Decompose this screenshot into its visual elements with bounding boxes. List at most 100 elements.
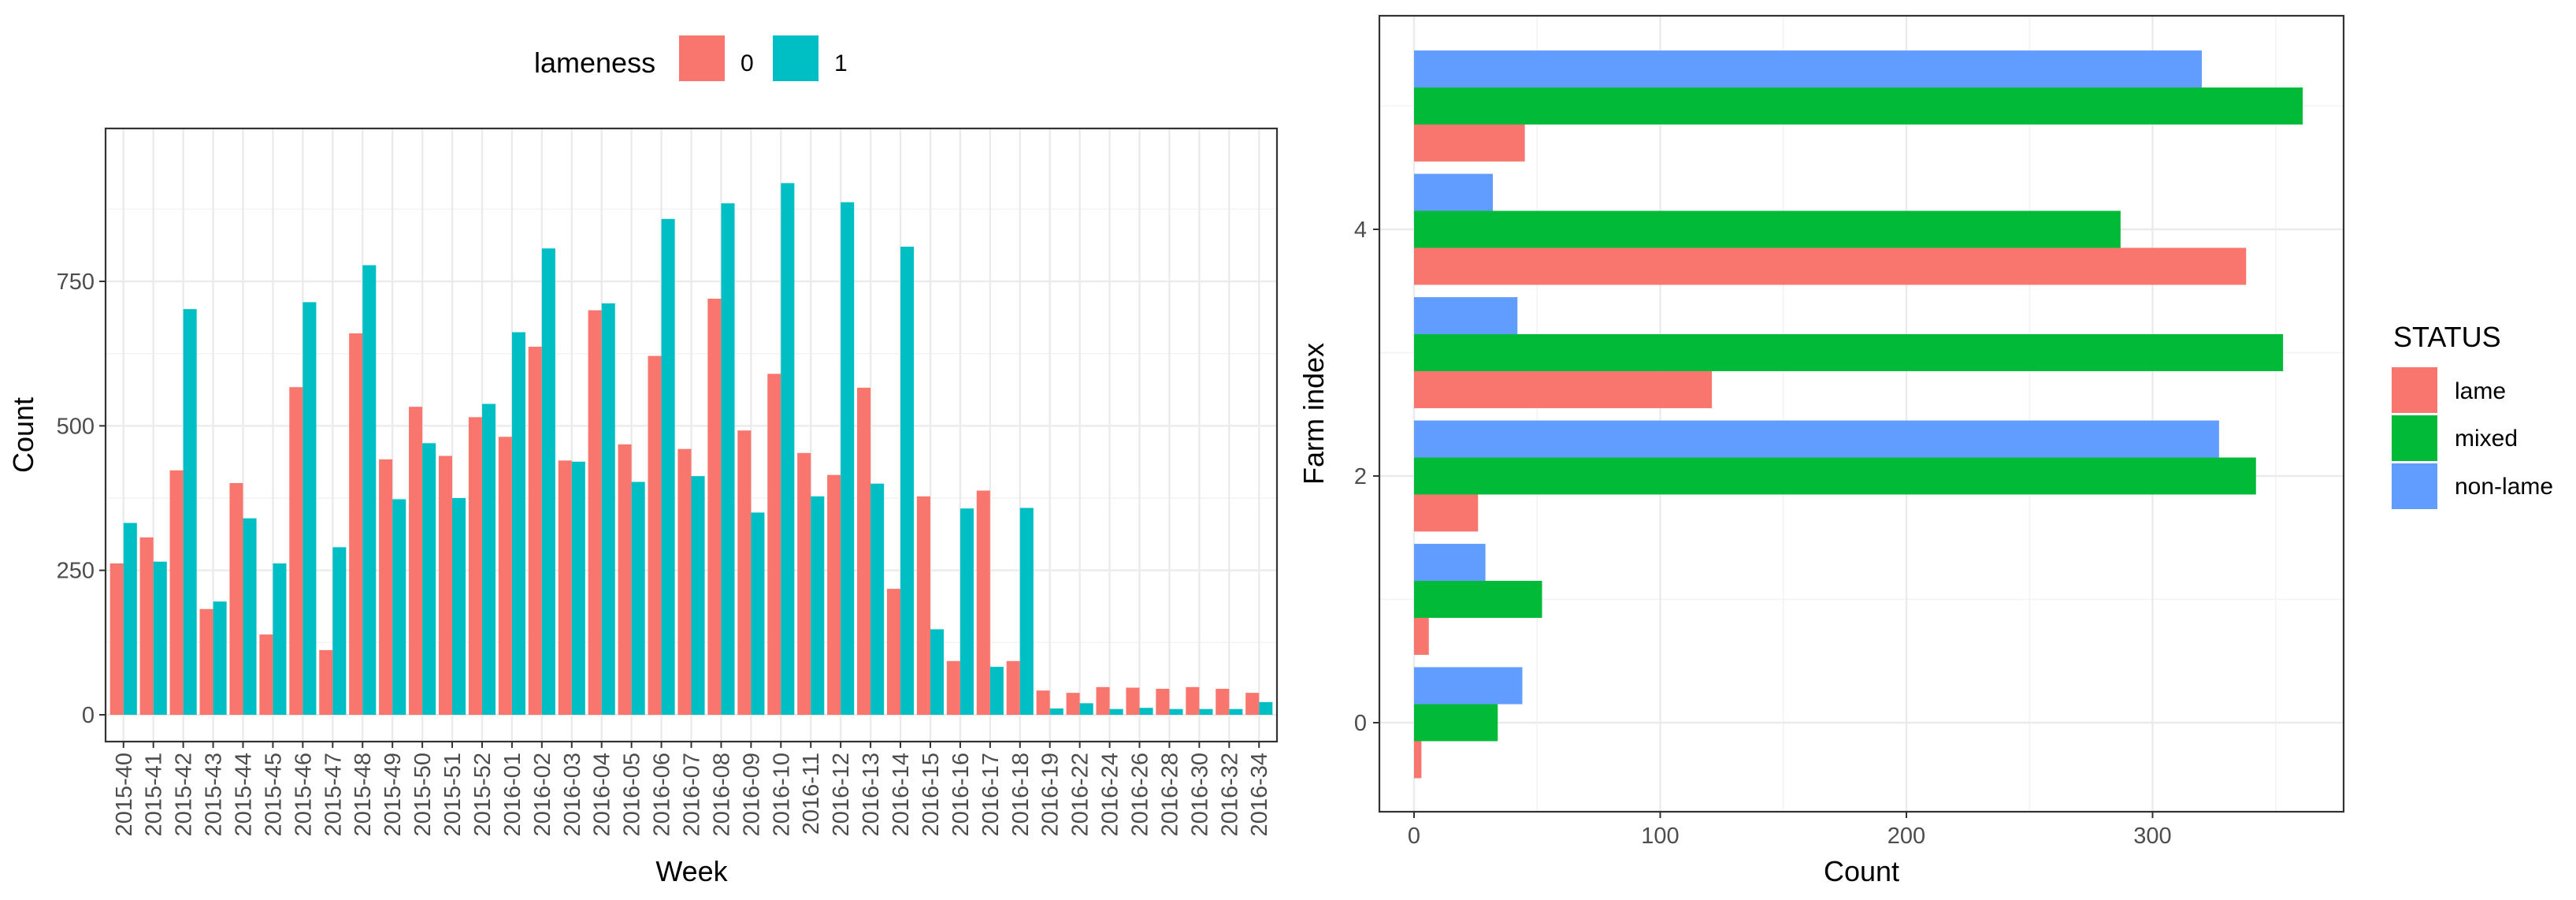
bar-farm-1-non-lame bbox=[1414, 544, 1486, 582]
left-x-tick-label: 2015-46 bbox=[291, 753, 316, 836]
bar-week-2016-06-lameness-0 bbox=[648, 355, 662, 715]
left-x-tick-label: 2015-43 bbox=[202, 753, 227, 836]
left-x-tick-label: 2016-26 bbox=[1128, 753, 1153, 836]
bar-week-2016-26-lameness-1 bbox=[1139, 708, 1153, 715]
bar-week-2016-09-lameness-0 bbox=[737, 430, 752, 715]
left-x-tick-label: 2016-05 bbox=[620, 753, 645, 836]
bar-week-2016-07-lameness-0 bbox=[677, 448, 692, 715]
left-x-tick-label: 2015-40 bbox=[112, 753, 137, 836]
bar-farm-1-lame bbox=[1414, 617, 1429, 655]
left-x-tick-label: 2016-09 bbox=[739, 753, 764, 836]
bar-week-2015-52-lameness-0 bbox=[468, 417, 482, 715]
bar-week-2015-47-lameness-1 bbox=[332, 547, 347, 715]
right-x-tick-label: 0 bbox=[1408, 824, 1420, 849]
bar-week-2015-48-lameness-1 bbox=[362, 265, 377, 715]
farm-status-chart: 0 2 4 0 100 200 300 Farm index Count STATUS l… bbox=[1297, 14, 2553, 887]
bar-week-2015-41-lameness-0 bbox=[139, 537, 154, 715]
left-x-tick-label: 2015-51 bbox=[440, 753, 466, 836]
left-x-tick-label: 2016-18 bbox=[1008, 753, 1034, 836]
bar-week-2015-43-lameness-0 bbox=[199, 608, 213, 715]
bar-farm-3-mixed bbox=[1414, 334, 2284, 371]
bar-week-2016-12-lameness-0 bbox=[827, 474, 841, 715]
left-x-tick-label: 2016-15 bbox=[919, 753, 944, 836]
bar-week-2015-50-lameness-0 bbox=[409, 407, 423, 715]
bar-week-2015-49-lameness-1 bbox=[392, 499, 406, 715]
left-y-tick-label: 250 bbox=[57, 559, 95, 584]
bar-week-2016-22-lameness-1 bbox=[1079, 703, 1093, 715]
right-x-tick-label: 200 bbox=[1887, 824, 1925, 849]
left-x-tick-label: 2016-13 bbox=[859, 753, 884, 836]
left-x-tick-label: 2015-52 bbox=[470, 753, 496, 836]
bar-week-2016-11-lameness-0 bbox=[797, 452, 811, 715]
bar-farm-0-non-lame bbox=[1414, 667, 1523, 705]
bar-week-2016-15-lameness-0 bbox=[916, 496, 930, 715]
bar-farm-2-non-lame bbox=[1414, 420, 2219, 458]
left-x-tick-label: 2016-07 bbox=[680, 753, 705, 836]
bar-week-2015-40-lameness-0 bbox=[109, 563, 124, 715]
bar-week-2016-14-lameness-1 bbox=[900, 247, 915, 716]
bar-week-2015-47-lameness-0 bbox=[319, 649, 333, 715]
bar-farm-2-lame bbox=[1414, 494, 1479, 532]
left-x-tick-label: 2016-03 bbox=[560, 753, 585, 836]
bar-farm-5-lame bbox=[1414, 124, 1525, 162]
left-x-tick-label: 2016-10 bbox=[769, 753, 794, 836]
left-bars bbox=[109, 183, 1273, 716]
bar-week-2016-01-lameness-0 bbox=[498, 437, 512, 715]
bar-week-2015-43-lameness-1 bbox=[213, 601, 227, 715]
status-legend-title: STATUS bbox=[2393, 321, 2501, 353]
bar-week-2016-28-lameness-0 bbox=[1156, 689, 1170, 715]
bar-week-2016-24-lameness-0 bbox=[1096, 686, 1110, 715]
legend-key-lame bbox=[2392, 367, 2437, 413]
right-x-axis-title: Count bbox=[1824, 855, 1899, 887]
bar-farm-3-lame bbox=[1414, 370, 1713, 408]
bar-week-2015-45-lameness-1 bbox=[273, 563, 287, 715]
bar-farm-2-mixed bbox=[1414, 457, 2256, 495]
bar-week-2016-03-lameness-1 bbox=[571, 461, 585, 715]
bar-week-2016-13-lameness-0 bbox=[857, 387, 871, 715]
bar-week-2016-16-lameness-0 bbox=[946, 660, 960, 715]
legend-label-0: 0 bbox=[741, 50, 754, 76]
right-x-ticks: 0 100 200 300 bbox=[1408, 812, 2172, 849]
bar-week-2016-08-lameness-1 bbox=[721, 203, 735, 715]
left-x-tick-label: 2015-49 bbox=[380, 753, 406, 836]
left-y-tick-label: 0 bbox=[82, 703, 95, 728]
bar-week-2015-49-lameness-0 bbox=[379, 459, 393, 715]
left-x-tick-label: 2016-22 bbox=[1068, 753, 1093, 836]
left-x-tick-label: 2016-16 bbox=[948, 753, 974, 836]
bar-week-2015-41-lameness-1 bbox=[153, 561, 167, 715]
bar-week-2016-10-lameness-0 bbox=[767, 374, 781, 715]
left-x-tick-label: 2016-30 bbox=[1187, 753, 1212, 836]
right-panel-background bbox=[1379, 16, 2344, 812]
bar-week-2016-10-lameness-1 bbox=[781, 183, 795, 715]
bar-farm-4-lame bbox=[1414, 247, 2247, 285]
bar-week-2016-05-lameness-0 bbox=[618, 444, 632, 715]
left-y-tick-label: 500 bbox=[57, 414, 95, 439]
left-y-tick-label: 750 bbox=[57, 270, 95, 295]
left-x-tick-label: 2015-47 bbox=[321, 753, 346, 836]
bar-week-2016-30-lameness-0 bbox=[1186, 686, 1200, 715]
bar-week-2016-32-lameness-0 bbox=[1216, 689, 1230, 715]
bar-week-2016-04-lameness-1 bbox=[601, 303, 615, 716]
bar-farm-5-mixed bbox=[1414, 87, 2303, 125]
bar-week-2016-14-lameness-0 bbox=[886, 589, 901, 715]
bar-week-2016-02-lameness-0 bbox=[528, 346, 542, 715]
bar-week-2015-40-lameness-1 bbox=[123, 523, 137, 715]
right-y-tick-label: 0 bbox=[1354, 711, 1367, 736]
lameness-legend: lameness 0 1 bbox=[534, 35, 848, 81]
legend-label-mixed: mixed bbox=[2455, 426, 2518, 452]
legend-label-1: 1 bbox=[834, 50, 848, 76]
bar-week-2015-44-lameness-1 bbox=[243, 518, 257, 715]
right-panel-border bbox=[1378, 14, 2345, 813]
bar-week-2015-52-lameness-1 bbox=[481, 404, 496, 715]
right-y-tick-label: 4 bbox=[1354, 218, 1367, 243]
left-x-tick-label: 2015-48 bbox=[351, 753, 376, 836]
bar-week-2015-44-lameness-0 bbox=[229, 482, 243, 715]
bar-week-2015-42-lameness-0 bbox=[169, 470, 184, 715]
left-x-tick-label: 2016-01 bbox=[500, 753, 525, 836]
bar-week-2016-18-lameness-1 bbox=[1019, 508, 1034, 715]
bar-week-2015-42-lameness-1 bbox=[183, 309, 197, 715]
bar-week-2015-45-lameness-0 bbox=[259, 634, 273, 715]
bar-week-2016-12-lameness-1 bbox=[841, 202, 855, 716]
legend-label-lame: lame bbox=[2455, 378, 2506, 404]
